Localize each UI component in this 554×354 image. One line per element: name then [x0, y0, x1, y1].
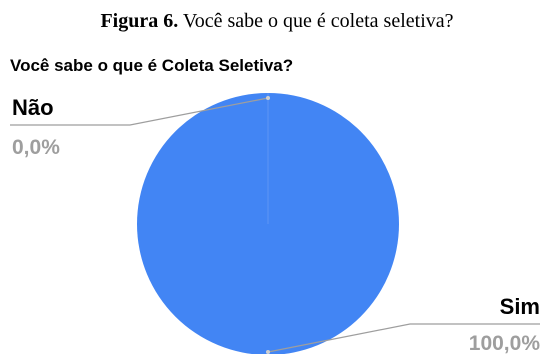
slice-label-nao: Não — [12, 95, 54, 120]
leader-line-nao — [10, 97, 269, 126]
leader-dot-nao — [266, 96, 270, 100]
figure-caption-text: Você sabe o que é coleta seletiva? — [182, 10, 454, 32]
slice-label-sim: Sim — [500, 294, 540, 319]
figure-caption: Figura 6. Você sabe o que é coleta selet… — [0, 10, 554, 33]
slice-percent-sim: 100,0% — [469, 332, 541, 354]
leader-line-sim — [267, 323, 540, 353]
slice-percent-nao: 0,0% — [12, 136, 60, 159]
chart-title: Você sabe o que é Coleta Seletiva? — [10, 56, 294, 75]
figure-caption-label: Figura 6. — [100, 10, 179, 32]
leader-dot-sim — [266, 350, 270, 354]
